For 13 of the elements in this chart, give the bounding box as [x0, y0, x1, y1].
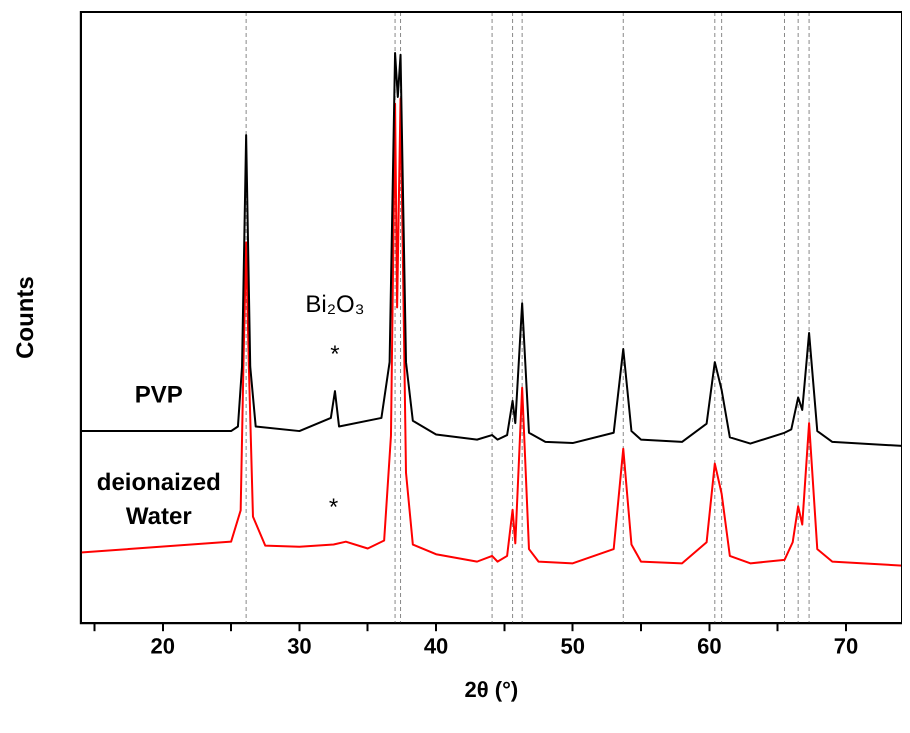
x-tick-label: 20 — [150, 633, 176, 658]
y-axis-title: Counts — [12, 276, 40, 359]
annotation: Bi₂O₃ — [305, 290, 365, 318]
x-axis-title: 2θ (°) — [464, 676, 518, 702]
x-tick-label: 50 — [560, 633, 585, 658]
x-tick-label: 70 — [834, 633, 858, 658]
x-tick-label: 60 — [697, 633, 722, 658]
annotation: * — [330, 340, 340, 368]
series-label: deionaized Water — [96, 469, 221, 530]
x-tick-label: 30 — [287, 633, 312, 658]
x-tick-label: 40 — [424, 633, 448, 658]
annotation: * — [328, 494, 338, 522]
series-label: PVP — [134, 382, 183, 409]
